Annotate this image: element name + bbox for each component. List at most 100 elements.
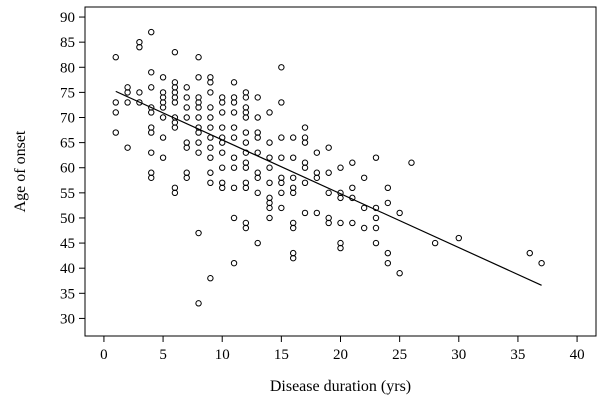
data-point	[230, 164, 238, 171]
data-point	[266, 179, 273, 187]
y-tick-label: 55	[60, 186, 75, 202]
data-point	[207, 79, 214, 86]
data-point	[124, 99, 131, 106]
data-point	[325, 169, 332, 176]
data-point	[396, 270, 403, 277]
data-point	[195, 149, 202, 156]
data-point	[195, 139, 202, 146]
data-point	[278, 99, 285, 106]
data-point	[230, 109, 238, 116]
data-point	[278, 189, 285, 197]
data-point	[372, 239, 380, 247]
data-point	[384, 259, 392, 267]
data-point	[230, 184, 238, 192]
data-point	[242, 224, 250, 232]
data-point	[183, 144, 190, 151]
data-point	[219, 124, 226, 131]
x-tick-label: 10	[215, 347, 230, 363]
data-point	[171, 189, 179, 197]
data-point	[254, 174, 261, 181]
data-point	[148, 129, 155, 136]
data-point	[230, 79, 238, 86]
data-point	[325, 189, 332, 197]
data-point	[455, 234, 462, 242]
data-point	[325, 144, 332, 151]
data-point	[384, 184, 392, 192]
data-point	[148, 28, 155, 36]
data-point	[195, 300, 202, 307]
x-tick-label: 5	[159, 347, 167, 363]
data-point	[254, 134, 261, 141]
data-point	[112, 109, 119, 116]
data-point	[242, 114, 250, 121]
data-point	[112, 99, 119, 106]
data-point	[337, 164, 344, 171]
data-point	[384, 199, 392, 207]
data-point	[242, 129, 250, 136]
y-tick-label: 75	[60, 85, 75, 101]
data-point	[183, 114, 190, 121]
x-tick-label: 0	[100, 347, 108, 363]
data-point	[254, 189, 261, 197]
data-point	[230, 99, 238, 106]
data-point	[207, 124, 214, 131]
y-axis-label: Age of onset	[12, 130, 29, 212]
data-point	[195, 54, 202, 61]
data-point	[337, 194, 344, 202]
data-point	[301, 209, 309, 217]
x-tick-label: 15	[274, 347, 289, 363]
data-point	[372, 204, 380, 212]
x-tick-label: 40	[570, 347, 585, 363]
data-point	[159, 154, 167, 161]
data-point	[195, 104, 202, 111]
data-point	[230, 154, 238, 161]
data-point	[313, 209, 321, 217]
data-point	[171, 99, 179, 106]
data-point	[183, 104, 190, 111]
data-point	[183, 94, 190, 101]
x-axis: 0 5 10 15 20 25 30 35 40	[100, 336, 585, 363]
data-point	[207, 144, 214, 151]
data-point	[171, 124, 179, 131]
data-point	[301, 164, 309, 171]
data-point	[124, 89, 131, 96]
data-point	[148, 174, 155, 181]
data-point	[183, 174, 190, 181]
data-point	[136, 89, 143, 96]
data-point	[148, 109, 155, 116]
data-point	[219, 149, 226, 156]
data-point	[195, 129, 202, 136]
data-point	[538, 259, 545, 267]
data-point	[349, 184, 356, 192]
data-point	[526, 249, 533, 257]
data-point	[242, 94, 250, 101]
data-point	[195, 74, 202, 81]
data-point	[266, 109, 273, 116]
data-point	[289, 154, 297, 161]
data-point	[112, 54, 119, 61]
x-tick-label: 25	[392, 347, 407, 363]
data-point	[254, 239, 261, 247]
data-point	[148, 84, 155, 91]
data-point	[278, 134, 285, 141]
data-point	[207, 104, 214, 111]
data-point	[396, 209, 403, 217]
data-point	[136, 99, 143, 106]
data-point	[148, 69, 155, 76]
data-point	[254, 114, 261, 121]
data-point	[325, 219, 332, 227]
data-point	[254, 94, 261, 101]
data-point	[219, 109, 226, 116]
data-point	[278, 204, 285, 212]
data-point	[289, 134, 297, 141]
data-point	[278, 64, 285, 71]
x-tick-label: 30	[451, 347, 466, 363]
data-point	[207, 154, 214, 161]
data-point	[266, 164, 273, 171]
data-point	[159, 134, 167, 141]
y-tick-label: 70	[60, 111, 75, 127]
data-point	[372, 224, 380, 232]
data-point	[219, 99, 226, 106]
y-tick-label: 45	[60, 236, 75, 252]
